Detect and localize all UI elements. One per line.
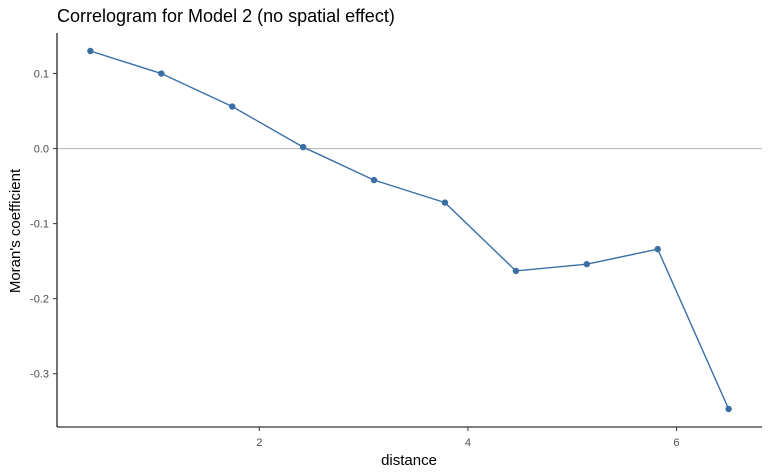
plot-area: 0.1 0.0 -0.1 -0.2 -0.3 2 4 6 — [30, 33, 762, 449]
data-point — [229, 103, 236, 110]
data-point — [370, 176, 378, 184]
y-tick-label: -0.1 — [30, 219, 49, 231]
data-point — [725, 405, 732, 413]
data-point — [299, 143, 307, 151]
y-tick-label: -0.3 — [30, 369, 49, 381]
x-axis-title: distance — [381, 452, 437, 469]
data-point — [654, 245, 661, 253]
data-point — [158, 70, 165, 77]
chart-title: Correlogram for Model 2 (no spatial effe… — [57, 6, 395, 26]
data-point — [441, 199, 449, 206]
data-point — [512, 267, 520, 275]
series-line — [90, 50, 730, 410]
x-tick-label: 2 — [256, 437, 262, 449]
data-point — [583, 260, 590, 268]
y-tick-label: -0.2 — [30, 294, 49, 306]
x-tick-label: 6 — [673, 437, 679, 449]
x-tick-label: 4 — [465, 437, 471, 449]
y-axis-title: Moran's coefficient — [7, 168, 24, 293]
y-tick-label: 0.1 — [34, 69, 49, 81]
y-tick-label: 0.0 — [34, 144, 49, 156]
data-point — [87, 47, 94, 55]
